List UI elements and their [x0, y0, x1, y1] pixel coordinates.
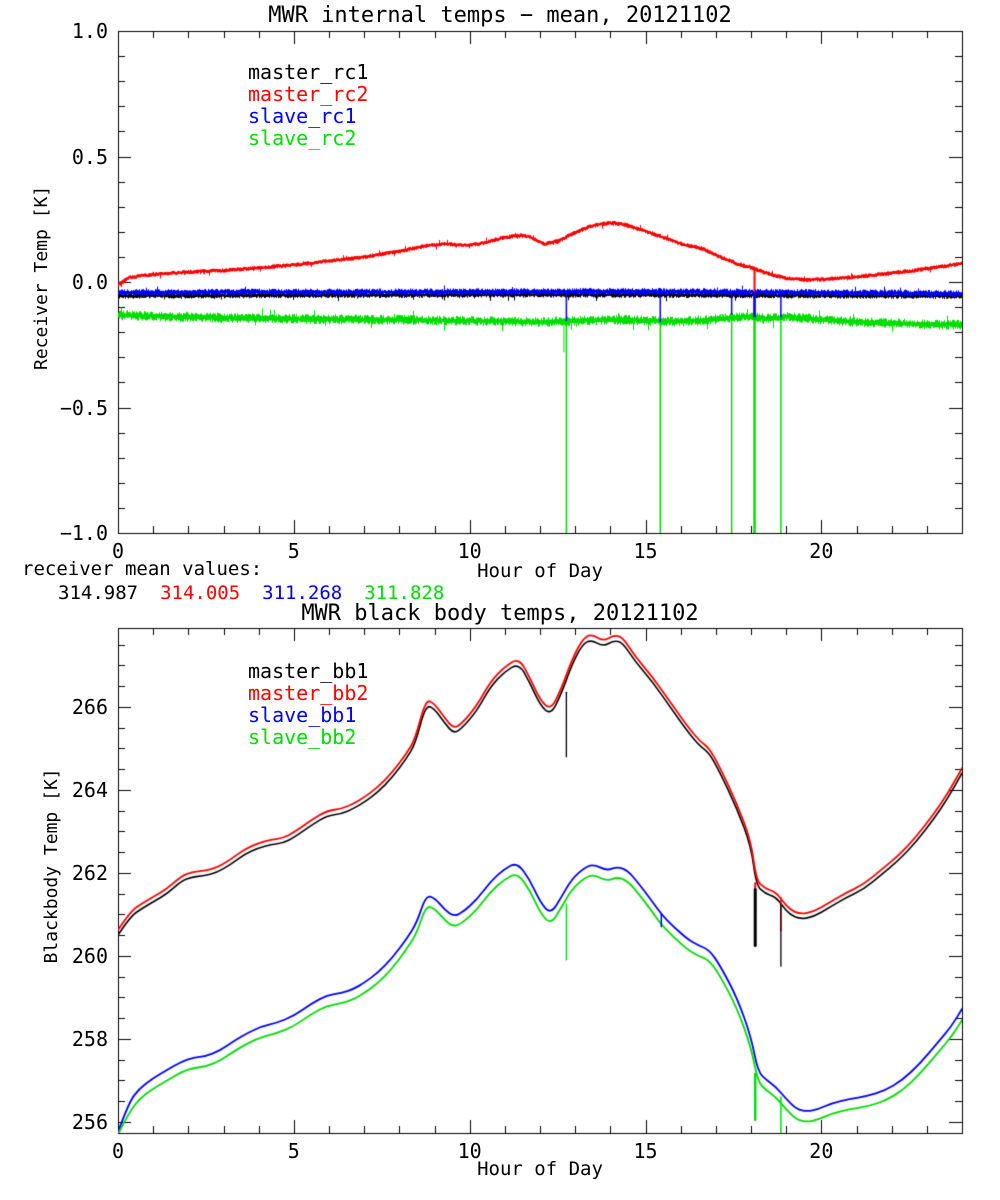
- mean-value-slave-rc2: 311.828: [364, 582, 445, 604]
- x-tick-label: 10: [457, 539, 482, 563]
- y-tick-label: −1.0: [59, 521, 108, 545]
- bottom-chart-x-axis-title: Hour of Day: [477, 1158, 603, 1180]
- y-tick-label: 256: [71, 1109, 108, 1134]
- x-tick-label: 0: [111, 539, 125, 563]
- x-tick-label: 10: [457, 1139, 482, 1163]
- y-tick-label: 264: [71, 777, 108, 802]
- y-tick-label: 1.0: [71, 19, 108, 43]
- x-tick-label: 5: [287, 1139, 300, 1163]
- x-tick-label: 20: [809, 1139, 834, 1163]
- x-tick-label: 15: [633, 1139, 658, 1163]
- top-chart-x-axis-title: Hour of Day: [477, 560, 603, 582]
- mean-value-master-rc1: 314.987: [58, 582, 139, 604]
- mean-value-master-rc2: 314.005: [160, 582, 241, 604]
- y-tick-label: 258: [71, 1026, 108, 1051]
- mean-value-slave-rc1: 311.268: [262, 582, 343, 604]
- legend-item-slave-bb2: slave_bb2: [248, 725, 357, 749]
- legend-item-master-rc2: master_rc2: [248, 82, 369, 106]
- x-tick-label: 5: [287, 539, 300, 563]
- legend-item-slave-rc2: slave_rc2: [248, 126, 357, 150]
- y-tick-label: 0.5: [71, 144, 108, 169]
- legend-item-slave-rc1: slave_rc1: [248, 104, 357, 128]
- top-chart-title: MWR internal temps − mean, 20121102: [268, 3, 732, 28]
- legend-item-master-rc1: master_rc1: [248, 60, 369, 84]
- y-tick-label: −0.5: [59, 395, 108, 420]
- x-tick-label: 15: [633, 539, 658, 563]
- legend-item-slave-bb1: slave_bb1: [248, 703, 357, 727]
- bottom-chart-legend: master_bb1 master_bb2 slave_bb1 slave_bb…: [248, 660, 368, 748]
- top-chart-legend: master_rc1 master_rc2 slave_rc1 slave_rc…: [248, 61, 368, 149]
- y-tick-label: 262: [71, 860, 108, 885]
- y-tick-label: 260: [71, 943, 108, 968]
- y-tick-label: 0.0: [71, 270, 108, 294]
- receiver-means-label: receiver mean values:: [22, 558, 263, 580]
- legend-item-master-bb1: master_bb1: [248, 659, 369, 683]
- bottom-chart-title: MWR black body temps, 20121102: [301, 601, 699, 626]
- receiver-means-values: 314.987 314.005 311.268 311.828: [58, 582, 444, 604]
- x-tick-label: 0: [111, 1139, 125, 1163]
- x-tick-label: 20: [809, 539, 834, 563]
- legend-item-master-bb2: master_bb2: [248, 681, 369, 705]
- y-tick-label: 266: [71, 694, 108, 719]
